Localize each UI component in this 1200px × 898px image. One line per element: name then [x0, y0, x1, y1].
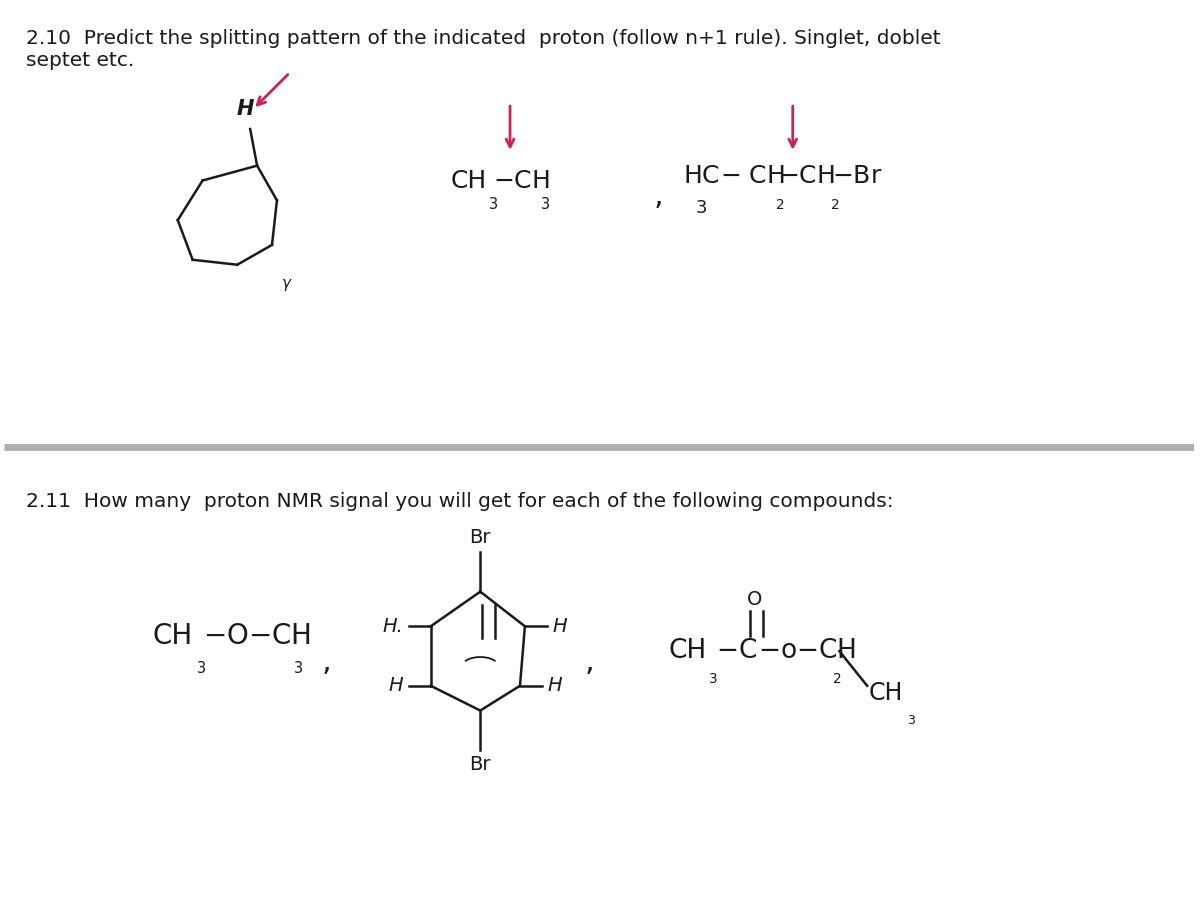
Text: C: C [702, 163, 719, 188]
Text: H: H [547, 676, 563, 695]
Text: $-$o$-$CH: $-$o$-$CH [758, 638, 856, 665]
Text: CH: CH [152, 622, 193, 650]
Text: H: H [389, 676, 403, 695]
Text: $_3$: $_3$ [540, 192, 550, 212]
Text: $_2$: $_2$ [775, 193, 785, 212]
Text: $\mathit{\gamma}$: $\mathit{\gamma}$ [281, 277, 293, 293]
Text: $_3$: $_3$ [708, 667, 718, 686]
Text: H: H [684, 163, 702, 188]
Text: $_3$: $_3$ [907, 709, 916, 727]
Text: Br: Br [469, 528, 491, 547]
Text: CH: CH [450, 169, 487, 192]
Text: $_2$: $_2$ [833, 667, 842, 686]
Text: CH: CH [668, 638, 707, 665]
Text: $_3$: $_3$ [293, 656, 304, 676]
Text: $_3$: $_3$ [488, 192, 498, 212]
Text: $-$ CH: $-$ CH [720, 163, 785, 188]
Text: Br: Br [469, 755, 491, 774]
Text: O: O [748, 590, 763, 609]
Text: ,: , [584, 647, 594, 675]
Text: $_2$: $_2$ [830, 193, 840, 212]
Text: ,: , [654, 180, 664, 210]
Text: $-$O$-$CH: $-$O$-$CH [203, 622, 311, 650]
Text: $-$C: $-$C [716, 638, 757, 665]
Text: 3: 3 [696, 199, 707, 217]
Text: 2.11  How many  proton NMR signal you will get for each of the following compoun: 2.11 How many proton NMR signal you will… [25, 492, 893, 511]
Text: ,: , [322, 647, 331, 675]
Text: $_3$: $_3$ [196, 656, 206, 676]
Text: 2.10  Predict the splitting pattern of the indicated  proton (follow n+1 rule). : 2.10 Predict the splitting pattern of th… [25, 29, 941, 70]
Text: $-$CH: $-$CH [778, 163, 835, 188]
Text: H: H [236, 99, 254, 119]
Text: H: H [553, 617, 568, 636]
Text: $-$Br: $-$Br [833, 163, 883, 188]
Text: CH: CH [869, 681, 904, 705]
Text: $-$CH: $-$CH [493, 169, 550, 192]
Text: H.: H. [382, 617, 403, 636]
